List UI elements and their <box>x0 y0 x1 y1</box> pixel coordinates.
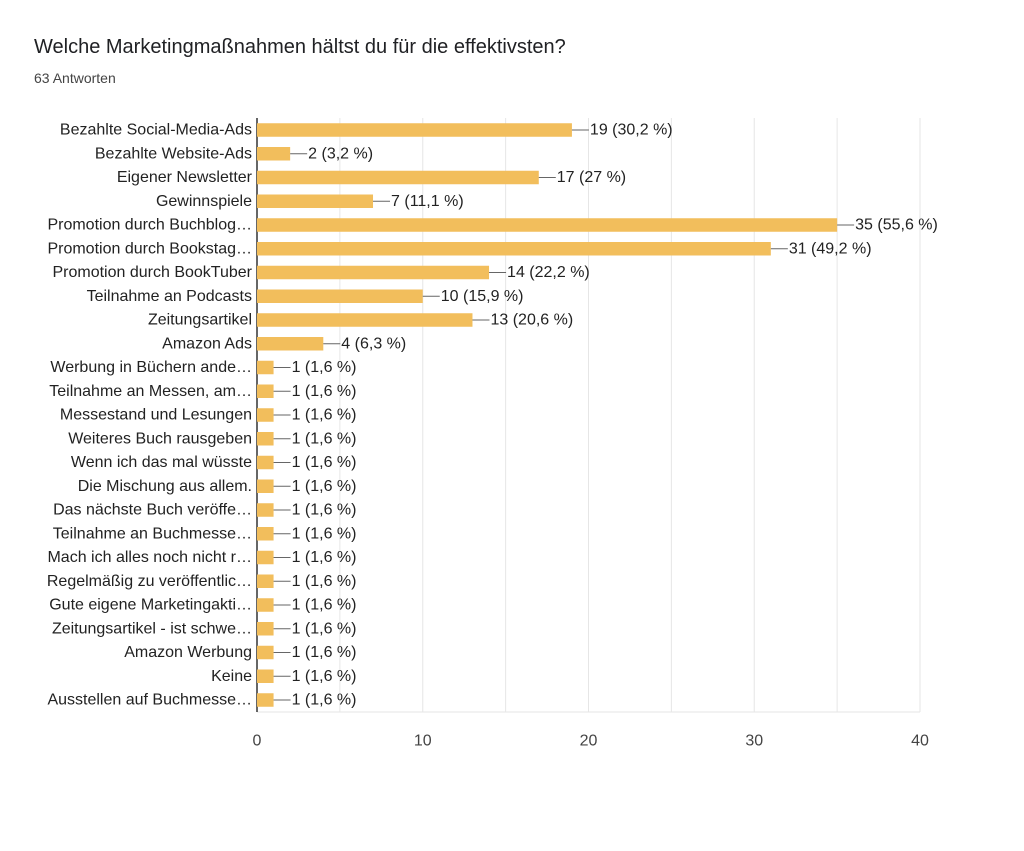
bar <box>257 313 473 327</box>
category-label: Eigener Newsletter <box>117 169 253 186</box>
value-label: 1 (1,6 %) <box>292 454 357 471</box>
bar <box>257 218 838 232</box>
value-label: 1 (1,6 %) <box>292 478 357 495</box>
bar <box>257 455 274 470</box>
value-label: 7 (11,1 %) <box>391 193 464 210</box>
value-label: 1 (1,6 %) <box>292 502 357 519</box>
value-label: 1 (1,6 %) <box>292 692 357 709</box>
bar <box>257 669 274 683</box>
category-label: Wenn ich das mal wüsste <box>71 454 252 471</box>
bar <box>257 693 274 707</box>
value-label: 1 (1,6 %) <box>292 525 357 542</box>
category-label: Teilnahme an Messen, am… <box>49 383 252 400</box>
value-label: 1 (1,6 %) <box>292 668 357 685</box>
category-label: Messestand und Lesungen <box>60 407 252 424</box>
x-tick-label: 30 <box>745 733 763 750</box>
bar <box>257 384 274 398</box>
bar <box>257 598 274 612</box>
bar <box>257 527 274 541</box>
category-label: Keine <box>211 668 252 685</box>
bar <box>257 360 274 375</box>
category-label: Mach ich alles noch nicht r… <box>47 549 252 566</box>
category-label: Teilnahme an Buchmesse… <box>53 525 252 542</box>
category-label: Regelmäßig zu veröffentlic… <box>47 573 252 590</box>
bar <box>257 265 490 280</box>
value-label: 31 (49,2 %) <box>789 240 872 257</box>
value-label: 2 (3,2 %) <box>308 145 373 162</box>
category-label: Amazon Werbung <box>124 644 252 661</box>
x-tick-label: 40 <box>911 733 929 750</box>
category-label: Gewinnspiele <box>156 193 252 210</box>
category-label: Werbung in Büchern ande… <box>50 359 252 376</box>
category-label: Teilnahme an Podcasts <box>87 288 252 305</box>
category-label: Weiteres Buch rausgeben <box>68 430 252 447</box>
value-label: 19 (30,2 %) <box>590 122 673 139</box>
category-label: Ausstellen auf Buchmesse… <box>47 692 252 709</box>
bar <box>257 622 274 636</box>
value-label: 14 (22,2 %) <box>507 264 590 281</box>
bar <box>257 550 274 565</box>
value-label: 1 (1,6 %) <box>292 383 357 400</box>
category-label: Amazon Ads <box>162 335 252 352</box>
value-label: 1 (1,6 %) <box>292 359 357 376</box>
category-labels: Bezahlte Social-Media-Ads Bezahlte Websit… <box>47 122 253 709</box>
bar <box>257 408 274 422</box>
bar <box>257 432 274 446</box>
x-tick-label: 20 <box>580 733 598 750</box>
value-label: 1 (1,6 %) <box>292 573 357 590</box>
response-count: 63 Antworten <box>34 70 116 86</box>
value-labels: 19 (30,2 %) 2 (3,2 %) 17 (27 %) 7 (11,1 %) 3… <box>273 122 938 709</box>
category-label: Das nächste Buch veröffe… <box>53 502 252 519</box>
bar <box>257 170 539 185</box>
category-label: Zeitungsartikel - ist schwe… <box>52 620 252 637</box>
bar <box>257 242 771 256</box>
bar <box>257 337 324 351</box>
value-label: 1 (1,6 %) <box>292 407 357 424</box>
category-label: Zeitungsartikel <box>148 312 252 329</box>
value-label: 1 (1,6 %) <box>292 430 357 447</box>
value-label: 10 (15,9 %) <box>441 288 524 305</box>
bar <box>257 289 423 303</box>
bar <box>257 479 274 493</box>
bar <box>257 147 291 161</box>
x-tick-label: 0 <box>253 733 262 750</box>
value-label: 1 (1,6 %) <box>292 620 357 637</box>
x-axis-ticks: 0 10 20 30 40 <box>253 733 929 750</box>
x-tick-label: 10 <box>414 733 432 750</box>
category-label: Promotion durch BookTuber <box>52 264 252 281</box>
chart-title: Welche Marketingmaßnahmen hältst du für … <box>34 36 566 58</box>
value-label: 17 (27 %) <box>557 169 626 186</box>
category-label: Die Mischung aus allem. <box>78 478 252 495</box>
category-label: Bezahlte Website-Ads <box>95 145 252 162</box>
category-label: Bezahlte Social-Media-Ads <box>60 122 252 139</box>
category-label: Promotion durch Buchblog… <box>47 217 252 234</box>
bar <box>257 123 572 137</box>
value-label: 4 (6,3 %) <box>341 335 406 352</box>
category-label: Gute eigene Marketingakti… <box>49 597 252 614</box>
bar <box>257 645 274 660</box>
value-label: 1 (1,6 %) <box>292 644 357 661</box>
bars <box>257 123 838 707</box>
bar <box>257 574 274 588</box>
value-label: 13 (20,6 %) <box>490 312 573 329</box>
category-label: Promotion durch Bookstag… <box>47 240 252 257</box>
bar <box>257 194 374 208</box>
value-label: 1 (1,6 %) <box>292 597 357 614</box>
value-label: 1 (1,6 %) <box>292 549 357 566</box>
value-label: 35 (55,6 %) <box>855 217 938 234</box>
bar <box>257 503 274 517</box>
